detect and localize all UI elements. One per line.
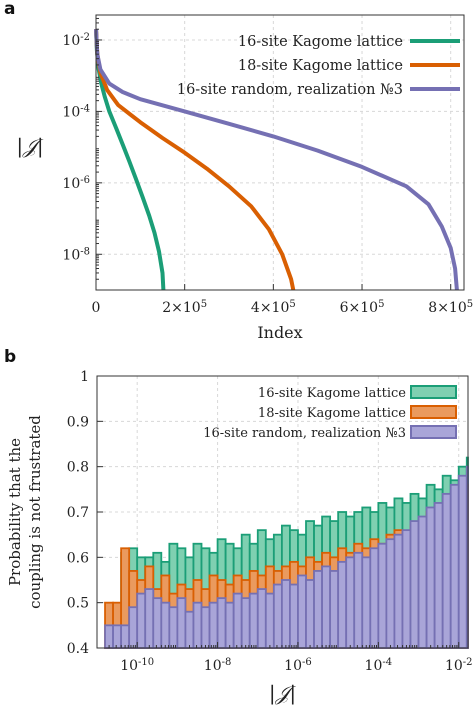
histogram-bar	[224, 601, 235, 649]
histogram-bar	[232, 592, 243, 649]
histogram-bar	[264, 592, 275, 649]
histogram-bar	[128, 606, 139, 649]
y-axis-label-line: coupling is not frustrated	[26, 415, 44, 609]
y-tick-label: 10-8	[62, 246, 90, 264]
histogram-bar	[385, 538, 396, 649]
y-axis-label-line: Probability that the	[6, 438, 24, 586]
y-axis-label-b: Probability that the coupling is not frus…	[6, 415, 44, 609]
y-tick-label: 10-4	[62, 103, 90, 121]
histogram-bar	[208, 601, 219, 649]
legend-label: 18-site Kagome lattice	[258, 406, 406, 421]
y-tick-label: 10-2	[62, 31, 90, 49]
legend-label: 18-site Kagome lattice	[238, 58, 403, 74]
histogram-bar	[345, 556, 356, 649]
histogram-bar	[353, 551, 364, 649]
y-tick-label: 0.9	[67, 414, 89, 430]
histogram-bar	[313, 570, 323, 649]
histogram-bar	[216, 597, 227, 649]
histogram-bar	[305, 579, 315, 649]
legend-label: 16-site Kagome lattice	[238, 34, 403, 50]
series-line-2	[94, 29, 296, 291]
x-tick-label: 10-10	[120, 657, 154, 675]
series-line-3	[94, 29, 459, 291]
histogram-bar	[152, 597, 163, 649]
histogram-bar	[457, 474, 468, 649]
histogram-bar	[433, 502, 444, 649]
bars-series-3	[104, 465, 469, 649]
histogram-bar	[417, 515, 428, 649]
histogram-bar	[136, 592, 147, 649]
x-tick-label: 10-2	[445, 657, 473, 675]
x-tick-label: 4×105	[251, 299, 296, 317]
y-tick-label: 0.7	[67, 505, 89, 521]
histogram-bar	[321, 565, 332, 649]
panel-label-a: a	[4, 0, 15, 19]
y-tick-label: 0.5	[67, 596, 89, 612]
x-tick-label: 2×105	[162, 299, 207, 317]
histogram-bar	[160, 601, 171, 649]
histogram-bar	[248, 592, 259, 649]
x-tick-label: 10-8	[204, 657, 232, 675]
y-axis-label-a: |𝒥|	[16, 134, 44, 159]
histogram-bar	[112, 624, 123, 649]
legend-swatch	[410, 405, 457, 419]
histogram-bar	[120, 624, 131, 649]
histogram-bar	[449, 483, 460, 649]
histogram-bar	[104, 624, 114, 649]
histogram-bar	[329, 570, 340, 649]
panel-b: b 10-10 10-8 10-6 10-4 10-2 0.4 0.5 0.6 0.7 0.8 0.9…	[4, 347, 473, 706]
legend-label: 16-site random, realization №3	[203, 426, 406, 441]
histogram-bar	[240, 597, 251, 649]
x-axis-label-a: Index	[257, 323, 302, 342]
histogram-bar	[272, 583, 283, 649]
x-axis-label-b: |𝒥|	[269, 681, 297, 706]
legend-swatch	[410, 425, 457, 439]
histogram-bar	[184, 610, 195, 649]
histogram-bar	[337, 560, 348, 649]
y-tick-label: 1	[80, 369, 89, 385]
y-tick-label: 0.4	[67, 641, 89, 657]
histogram-bar	[192, 601, 203, 649]
y-tick-label: 10-6	[62, 174, 90, 192]
histogram-bar	[176, 597, 187, 649]
y-tick-label: 0.8	[67, 460, 89, 476]
histogram-bar	[369, 547, 380, 649]
histogram-bar	[256, 588, 267, 649]
histogram-bar	[361, 556, 372, 649]
panel-a: a 10-8 10-6 10-4 10-2 0 2×105 4×105 6×105 8×105 In…	[4, 0, 473, 342]
histogram-bar	[297, 574, 307, 649]
histogram-bar	[401, 529, 412, 649]
y-tick-label: 0.6	[67, 550, 89, 566]
x-tick-label: 10-4	[365, 657, 393, 675]
histogram-bar	[200, 606, 211, 649]
histogram-bar	[409, 520, 420, 649]
histogram-bar	[280, 579, 291, 649]
x-tick-label: 6×105	[340, 299, 385, 317]
histogram-bar	[168, 606, 179, 649]
x-tick-label: 8×105	[428, 299, 473, 317]
histogram-bar	[393, 533, 404, 649]
histogram-bar	[289, 583, 299, 649]
legend-label: 16-site Kagome lattice	[258, 386, 406, 401]
histogram-bar	[377, 542, 388, 649]
legend-swatch	[410, 385, 457, 399]
histogram-bar	[425, 506, 436, 649]
x-tick-label: 10-6	[284, 657, 312, 675]
x-tick-label: 0	[92, 300, 101, 316]
histogram-bar	[144, 588, 155, 649]
panel-label-b: b	[4, 347, 16, 367]
legend-label: 16-site random, realization №3	[177, 82, 403, 98]
histogram-bar	[441, 492, 452, 649]
series-line-1	[94, 29, 166, 291]
